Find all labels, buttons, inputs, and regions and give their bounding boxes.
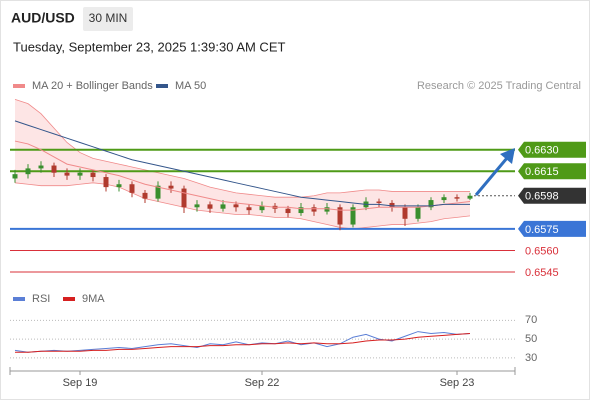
candle-body: [324, 207, 330, 212]
candle-body: [441, 197, 447, 201]
interval-box[interactable]: [83, 7, 133, 31]
band-lower: [14, 182, 471, 230]
candle-body: [38, 165, 44, 169]
x-tick-label: Sep 19: [63, 377, 98, 389]
charts: MA 20 + Bollinger Bands MA 50 RSI 9MA Resear…: [9, 80, 586, 389]
interval[interactable]: 30 MIN: [89, 11, 128, 25]
x-tick-label: Sep 22: [245, 377, 280, 389]
candle-body: [194, 204, 200, 208]
candle-body: [142, 192, 148, 199]
candle-body: [246, 207, 252, 211]
level-label: 0.6560: [525, 245, 559, 257]
arrow: [474, 157, 509, 196]
candle-body: [207, 204, 213, 209]
level-label: 0.6575: [525, 224, 559, 236]
candle-body: [155, 185, 161, 199]
candle-body: [350, 207, 356, 225]
candle-body: [90, 172, 96, 178]
y-tick-label: 50: [525, 333, 537, 345]
ma-line: [14, 140, 471, 211]
candle-body: [181, 188, 187, 208]
legend-label: RSI: [32, 293, 50, 305]
candle-body: [64, 172, 70, 176]
candle-body: [129, 184, 135, 193]
candle-body: [77, 172, 83, 176]
candle-body: [12, 174, 18, 179]
candle-body: [25, 168, 31, 175]
candle-body: [298, 207, 304, 214]
candle-body: [311, 207, 317, 212]
legend-swatch: [13, 84, 25, 88]
legend-label: 9MA: [82, 293, 105, 305]
level-tag: [518, 187, 586, 204]
ma-line: [14, 120, 470, 207]
legend-label: MA 50: [175, 80, 206, 92]
candle-body: [402, 207, 408, 219]
candle-body: [233, 204, 239, 208]
candle-body: [376, 201, 382, 203]
legend-swatch: [63, 297, 75, 301]
level-tag: [518, 141, 586, 158]
y-tick-label: 70: [525, 314, 537, 326]
candle-body: [51, 165, 57, 173]
credit: Research © 2025 Trading Central: [417, 80, 581, 92]
legend-swatch: [13, 297, 25, 301]
candle-body: [259, 205, 265, 211]
y-tick-label: 30: [525, 352, 537, 364]
x-tick-label: Sep 23: [440, 377, 475, 389]
legend-label: MA 20 + Bollinger Bands: [32, 80, 153, 92]
datetime: Tuesday, September 23, 2025 1:39:30 AM C…: [13, 39, 285, 54]
level-tag: [518, 220, 586, 237]
arrow-head: [500, 148, 515, 164]
level-label: 0.6615: [525, 166, 559, 178]
candle-body: [428, 200, 434, 208]
candle-body: [103, 177, 109, 188]
candle-body: [467, 195, 473, 199]
band-fill: [15, 99, 470, 229]
candle-body: [337, 207, 343, 225]
candle-body: [389, 202, 395, 208]
candle-body: [168, 185, 174, 189]
level-label: 0.6598: [525, 191, 559, 203]
level-label: 0.6545: [525, 267, 559, 279]
candle-body: [454, 197, 460, 199]
symbol: AUD/USD: [11, 10, 75, 26]
candle-body: [285, 208, 291, 214]
candle-body: [415, 207, 421, 219]
level-label: 0.6630: [525, 145, 559, 157]
rsi-line: [15, 332, 471, 353]
band-upper: [14, 98, 470, 198]
candle-body: [116, 184, 122, 188]
candle-body: [220, 204, 226, 209]
legend-swatch: [156, 84, 168, 88]
level-tag: [518, 163, 586, 180]
